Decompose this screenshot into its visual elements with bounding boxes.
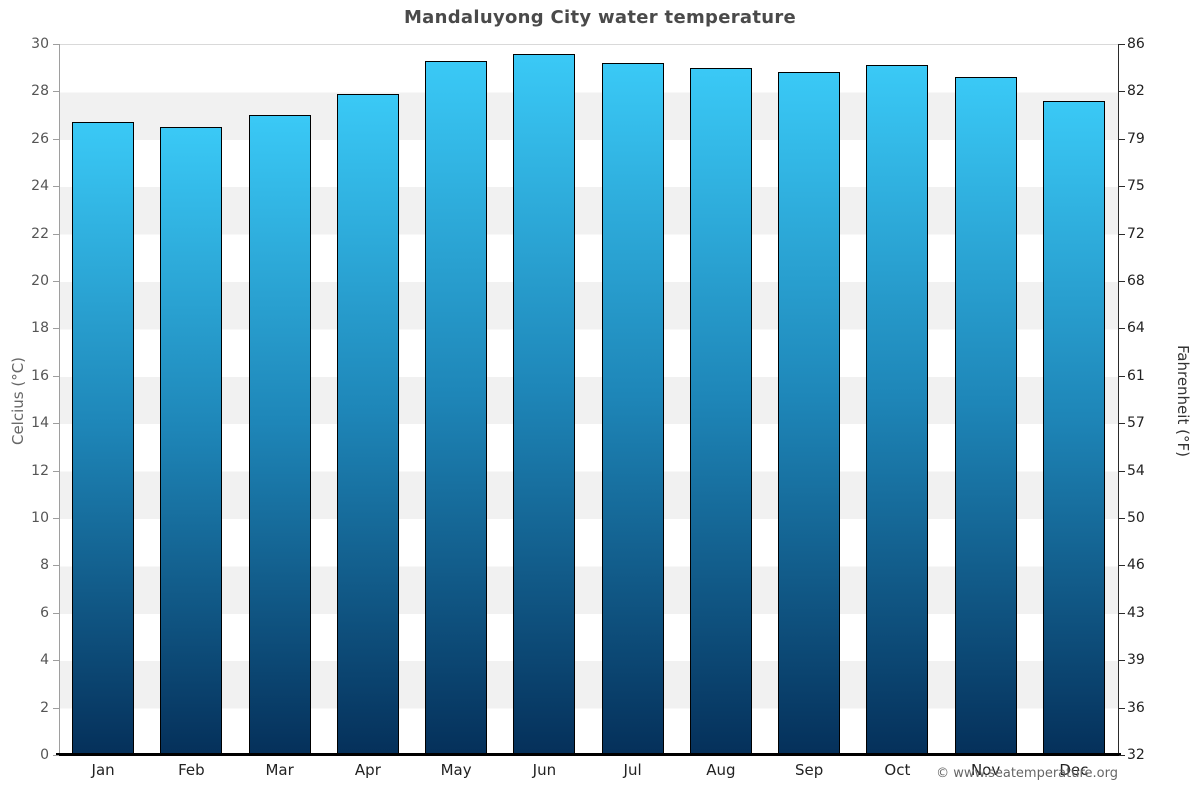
y-tick-celsius-26: 26 bbox=[31, 130, 49, 147]
y-tick-mark-left-22 bbox=[53, 233, 59, 235]
y-axis-left-spine bbox=[59, 44, 60, 755]
bar-mar bbox=[248, 115, 311, 755]
bar-jul bbox=[601, 63, 664, 755]
y-tick-celsius-6: 6 bbox=[40, 604, 49, 621]
y-tick-mark-left-28 bbox=[53, 91, 59, 93]
y-tick-mark-left-26 bbox=[53, 138, 59, 140]
x-tick-label-nov: Nov bbox=[970, 761, 1001, 779]
plot-area bbox=[59, 44, 1118, 755]
x-tick-label-aug: Aug bbox=[706, 761, 736, 779]
y-tick-celsius-4: 4 bbox=[40, 652, 49, 669]
y-tick-mark-left-20 bbox=[53, 281, 59, 282]
y-tick-celsius-22: 22 bbox=[31, 225, 49, 242]
bar-may bbox=[425, 60, 488, 755]
y-tick-fahrenheit-61: 61 bbox=[1127, 367, 1145, 384]
chart-title: Mandaluyong City water temperature bbox=[403, 7, 797, 28]
y-tick-mark-right-79 bbox=[1119, 138, 1125, 140]
y-tick-mark-right-57 bbox=[1119, 423, 1125, 425]
y-tick-fahrenheit-39: 39 bbox=[1127, 652, 1145, 669]
y-tick-mark-left-12 bbox=[53, 470, 59, 472]
y-tick-celsius-16: 16 bbox=[31, 367, 49, 384]
y-tick-celsius-0: 0 bbox=[40, 747, 49, 763]
x-tick-label-jun: Jun bbox=[532, 761, 557, 779]
y-tick-mark-right-54 bbox=[1119, 470, 1125, 472]
bar-jan bbox=[72, 122, 135, 755]
attribution-link[interactable]: © www.seatemperature.org bbox=[936, 766, 1118, 781]
y-tick-mark-right-86 bbox=[1119, 44, 1125, 45]
y-tick-mark-right-50 bbox=[1119, 518, 1125, 519]
y-tick-mark-left-4 bbox=[53, 660, 59, 662]
x-tick-label-mar: Mar bbox=[265, 761, 294, 779]
y-tick-fahrenheit-64: 64 bbox=[1127, 320, 1145, 337]
y-tick-mark-right-82 bbox=[1119, 91, 1125, 93]
y-tick-mark-left-24 bbox=[53, 186, 59, 188]
y-tick-celsius-30: 30 bbox=[31, 36, 49, 52]
y-tick-mark-left-14 bbox=[53, 423, 59, 425]
y-axis-title-celsius: Celcius (°C) bbox=[9, 356, 27, 446]
y-tick-celsius-20: 20 bbox=[31, 273, 49, 289]
y-tick-fahrenheit-36: 36 bbox=[1127, 699, 1145, 716]
y-axis-right-spine bbox=[1118, 44, 1119, 755]
y-tick-celsius-2: 2 bbox=[40, 699, 49, 716]
x-tick-label-oct: Oct bbox=[884, 761, 911, 779]
y-tick-mark-right-64 bbox=[1119, 328, 1125, 330]
y-tick-celsius-8: 8 bbox=[40, 557, 49, 574]
bar-apr bbox=[336, 93, 399, 755]
y-tick-fahrenheit-57: 57 bbox=[1127, 415, 1145, 432]
bar-oct bbox=[866, 65, 929, 755]
y-tick-celsius-28: 28 bbox=[31, 83, 49, 100]
y-tick-mark-left-30 bbox=[53, 44, 59, 45]
y-tick-fahrenheit-68: 68 bbox=[1127, 273, 1145, 289]
y-axis-title-fahrenheit: Fahrenheit (°F) bbox=[1174, 345, 1192, 457]
bar-aug bbox=[689, 67, 752, 755]
x-tick-label-apr: Apr bbox=[354, 761, 381, 779]
y-tick-fahrenheit-50: 50 bbox=[1127, 510, 1145, 526]
bar-feb bbox=[160, 127, 223, 755]
y-tick-celsius-24: 24 bbox=[31, 178, 49, 195]
y-tick-mark-left-16 bbox=[53, 375, 59, 377]
x-tick-label-may: May bbox=[440, 761, 472, 779]
y-tick-celsius-10: 10 bbox=[31, 510, 49, 526]
y-tick-fahrenheit-43: 43 bbox=[1127, 604, 1145, 621]
y-tick-mark-right-68 bbox=[1119, 281, 1125, 282]
y-tick-mark-right-32 bbox=[1119, 755, 1125, 756]
y-tick-celsius-14: 14 bbox=[31, 415, 49, 432]
y-tick-celsius-18: 18 bbox=[31, 320, 49, 337]
y-tick-mark-right-72 bbox=[1119, 233, 1125, 235]
y-tick-fahrenheit-79: 79 bbox=[1127, 130, 1145, 147]
y-tick-mark-left-10 bbox=[53, 518, 59, 519]
bar-jun bbox=[513, 53, 576, 755]
y-tick-mark-right-43 bbox=[1119, 612, 1125, 614]
bar-nov bbox=[954, 77, 1017, 755]
y-tick-mark-right-61 bbox=[1119, 375, 1125, 377]
bar-sep bbox=[778, 72, 841, 755]
y-tick-fahrenheit-32: 32 bbox=[1127, 747, 1145, 763]
y-tick-celsius-12: 12 bbox=[31, 462, 49, 479]
x-axis-baseline bbox=[56, 753, 1121, 756]
y-tick-mark-left-8 bbox=[53, 565, 59, 567]
y-tick-mark-left-18 bbox=[53, 328, 59, 330]
y-tick-mark-right-36 bbox=[1119, 707, 1125, 709]
x-tick-label-feb: Feb bbox=[178, 761, 205, 779]
y-tick-fahrenheit-54: 54 bbox=[1127, 462, 1145, 479]
y-tick-fahrenheit-72: 72 bbox=[1127, 225, 1145, 242]
y-tick-fahrenheit-46: 46 bbox=[1127, 557, 1145, 574]
x-tick-label-dec: Dec bbox=[1059, 761, 1089, 779]
x-tick-label-sep: Sep bbox=[794, 761, 824, 779]
y-tick-mark-right-39 bbox=[1119, 660, 1125, 662]
y-tick-fahrenheit-75: 75 bbox=[1127, 178, 1145, 195]
x-tick-label-jul: Jul bbox=[623, 761, 642, 779]
y-tick-fahrenheit-86: 86 bbox=[1127, 36, 1145, 52]
x-tick-label-jan: Jan bbox=[91, 761, 115, 779]
y-tick-mark-right-75 bbox=[1119, 186, 1125, 188]
y-tick-mark-left-0 bbox=[53, 755, 59, 756]
y-tick-mark-left-6 bbox=[53, 612, 59, 614]
y-tick-mark-right-46 bbox=[1119, 565, 1125, 567]
y-tick-fahrenheit-82: 82 bbox=[1127, 83, 1145, 100]
bar-dec bbox=[1042, 100, 1105, 755]
y-tick-mark-left-2 bbox=[53, 707, 59, 709]
